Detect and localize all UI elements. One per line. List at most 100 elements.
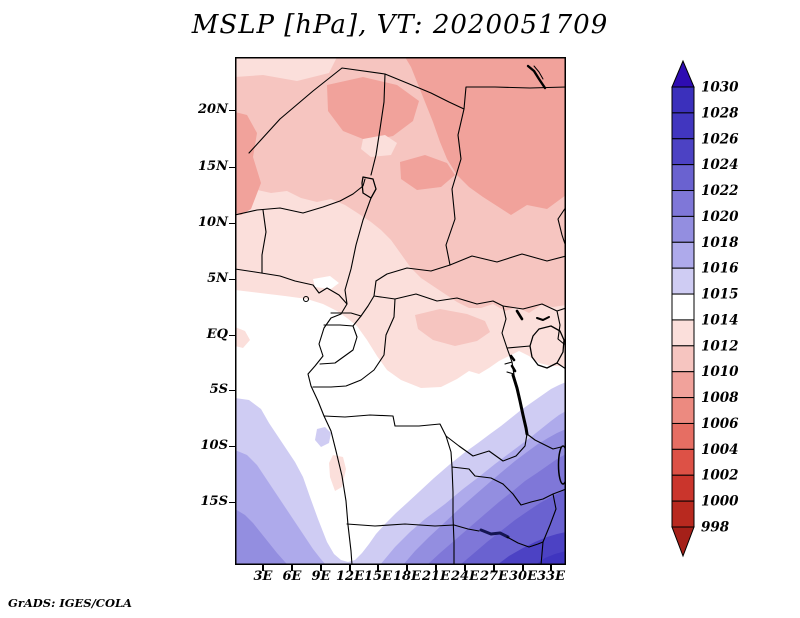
lon-label-9E: 9E	[311, 569, 331, 584]
colorbar-label-1002: 1002	[701, 468, 739, 484]
border-angola-drc	[323, 414, 447, 437]
lon-label-33E: 33E	[537, 569, 565, 584]
lon-tick	[464, 565, 466, 571]
border-cameroon-car	[360, 280, 377, 317]
lon-label-15E: 15E	[364, 569, 392, 584]
border-car-north	[375, 264, 451, 282]
border-chad-sudan	[445, 108, 465, 266]
lon-tick	[435, 565, 437, 571]
lat-tick	[229, 278, 235, 280]
colorbar-segment	[671, 345, 695, 373]
lon-label-12E: 12E	[336, 569, 364, 584]
map-frame	[235, 57, 566, 565]
lat-label-15N: 15N	[198, 159, 228, 174]
lon-label-24E: 24E	[451, 569, 479, 584]
lat-tick	[229, 166, 235, 168]
colorbar-segment	[671, 86, 695, 114]
border-sudan-south	[449, 253, 566, 266]
colorbar-label-1028: 1028	[701, 105, 739, 121]
lon-label-21E: 21E	[422, 569, 450, 584]
map-panel	[235, 57, 566, 565]
colorbar-label-1006: 1006	[701, 416, 739, 432]
colorbar-label-1030: 1030	[701, 80, 739, 96]
lat-label-15S: 15S	[200, 494, 228, 509]
lake-albert	[515, 309, 524, 321]
colorbar-segment	[671, 371, 695, 399]
border-congo-drc	[312, 298, 396, 388]
lon-tick	[406, 565, 408, 571]
country-borders	[235, 67, 566, 565]
colorbar-label-1022: 1022	[701, 183, 739, 199]
border-zambia-malawi-moz	[502, 483, 566, 565]
lat-label-5N: 5N	[207, 271, 228, 286]
border-rwanda-burundi	[504, 361, 515, 375]
lat-tick	[229, 109, 235, 111]
lon-tick	[291, 565, 293, 571]
colorbar-segment	[671, 500, 695, 528]
lake-nasser-2	[533, 65, 544, 80]
colorbar-arrow-down	[671, 526, 695, 558]
lon-label-3E: 3E	[253, 569, 273, 584]
colorbar-label-1012: 1012	[701, 338, 739, 354]
border-coastline	[235, 268, 353, 565]
colorbar-segment	[671, 448, 695, 476]
colorbar-segment	[671, 319, 695, 347]
colorbar-segment	[671, 293, 695, 321]
colorbar-label-1024: 1024	[701, 157, 739, 173]
lat-tick	[229, 334, 235, 336]
colorbar-segment	[671, 112, 695, 140]
lon-label-30E: 30E	[509, 569, 537, 584]
lat-label-20N: 20N	[198, 102, 228, 117]
colorbar-segment	[671, 422, 695, 450]
border-uganda-kenya	[556, 310, 565, 345]
credit-text: GrADS: IGES/COLA	[8, 596, 132, 610]
colorbar-segment	[671, 190, 695, 217]
colorbar-label-1014: 1014	[701, 312, 739, 328]
lat-label-10S: 10S	[200, 438, 228, 453]
border-ssudan-uganda	[502, 303, 566, 312]
colorbar-label-1015: 1015	[701, 287, 739, 303]
lat-label-10N: 10N	[198, 215, 228, 230]
colorbar-segment	[671, 164, 695, 192]
border-cameroon-south	[330, 312, 362, 317]
lon-tick	[320, 565, 322, 571]
colorbar-segment	[671, 474, 695, 502]
lake-victoria	[529, 325, 565, 369]
colorbar-segment	[671, 241, 695, 269]
colorbar-label-1004: 1004	[701, 442, 739, 458]
colorbar-label-1008: 1008	[701, 390, 739, 406]
bioko-island	[302, 295, 310, 303]
border-uganda-drc	[501, 305, 515, 376]
colorbar-segment	[671, 267, 695, 295]
border-car-south	[373, 293, 504, 307]
lat-tick	[229, 501, 235, 503]
lon-label-6E: 6E	[282, 569, 302, 584]
colorbar-label-1000: 1000	[701, 494, 739, 510]
colorbar-label-1010: 1010	[701, 364, 739, 380]
colorbar-label-1026: 1026	[701, 131, 739, 147]
border-sahara-north	[248, 67, 566, 154]
lake-tanganyika	[511, 373, 529, 436]
colorbar-segment	[671, 215, 695, 243]
chart-title: MSLP [hPa], VT: 2020051709	[191, 10, 609, 40]
border-zambezi	[453, 524, 544, 548]
lon-tick	[349, 565, 351, 571]
colorbar: 1030 1028 1026 1024 1022 1020 1018 1016 1015 1014…	[671, 59, 739, 558]
colorbar-segment	[671, 138, 695, 166]
border-niger-nigeria	[235, 178, 366, 216]
colorbar-label-1020: 1020	[701, 209, 739, 225]
lon-tick	[493, 565, 495, 571]
lon-tick	[550, 565, 552, 571]
lake-malawi	[557, 445, 566, 485]
lat-label-5S: 5S	[209, 382, 228, 397]
border-gabon	[319, 315, 362, 365]
border-nigeria-cameroon	[344, 197, 372, 305]
lake-nasser	[526, 64, 547, 90]
border-benin-nigeria	[261, 209, 267, 274]
lake-kariba	[479, 528, 510, 539]
lon-label-18E: 18E	[393, 569, 421, 584]
lat-tick	[229, 222, 235, 224]
colorbar-label-1016: 1016	[701, 261, 739, 277]
pressure-shading	[235, 57, 566, 565]
